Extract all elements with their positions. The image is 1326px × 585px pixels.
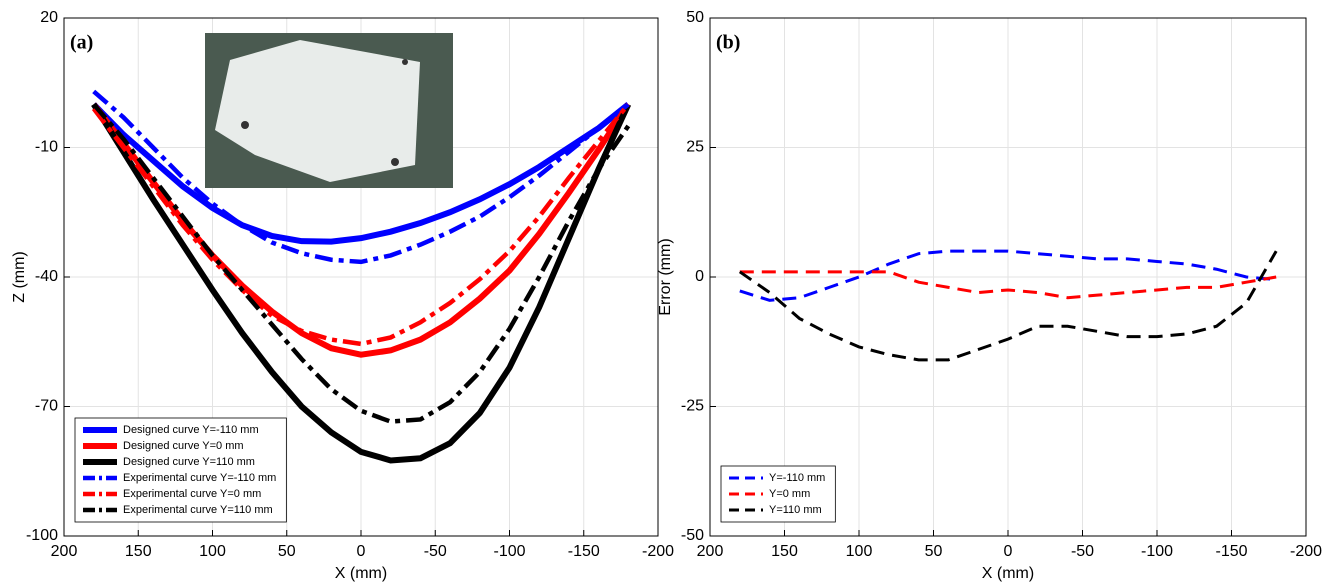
y-tick-label: 0 [695, 268, 704, 285]
x-tick-label: -50 [1071, 543, 1094, 560]
y-tick-label: -50 [681, 527, 704, 544]
y-tick-label: -70 [35, 398, 58, 415]
series-line [91, 102, 631, 358]
x-tick-label: 200 [51, 543, 78, 560]
legend-box [74, 417, 287, 523]
series-line [739, 270, 1277, 300]
x-tick-label: 0 [1004, 543, 1013, 560]
legend-label: Designed curve Y=110 mm [123, 456, 255, 468]
x-tick-label: -150 [568, 543, 600, 560]
x-tick-label: 150 [125, 543, 152, 560]
legend-label: Experimental curve Y=110 mm [123, 504, 273, 516]
y-axis-label: Error (mm) [657, 238, 674, 315]
series-line [739, 249, 1277, 302]
legend-label: Designed curve Y=-110 mm [123, 424, 259, 436]
legend-box [720, 465, 836, 523]
x-tick-label: 50 [278, 543, 296, 560]
x-tick-label: -200 [642, 543, 674, 560]
y-tick-label: 25 [686, 139, 704, 156]
legend-label: Experimental curve Y=-110 mm [123, 472, 276, 484]
series-line [91, 102, 632, 464]
y-tick-label: -25 [681, 398, 704, 415]
inset-photo [205, 33, 453, 188]
x-tick-label: -100 [493, 543, 525, 560]
x-tick-label: 50 [925, 543, 943, 560]
legend-label: Designed curve Y=0 mm [123, 440, 244, 452]
legend-label: Y=-110 mm [769, 472, 825, 484]
legend: Designed curve Y=-110 mm Designed curve Y… [74, 417, 287, 523]
x-tick-label: 0 [357, 543, 366, 560]
x-axis-label: X (mm) [335, 565, 387, 582]
y-tick-label: -40 [35, 268, 58, 285]
series-line [738, 250, 1278, 362]
legend-label: Experimental curve Y=0 mm [123, 488, 261, 500]
x-tick-label: 150 [771, 543, 798, 560]
x-axis-label: X (mm) [982, 565, 1034, 582]
x-tick-label: -150 [1215, 543, 1247, 560]
x-tick-label: -50 [424, 543, 447, 560]
legend: Y=-110 mm Y=0 mm Y=110 mm [720, 465, 836, 523]
legend-label: Y=110 mm [769, 504, 822, 516]
y-tick-label: -100 [26, 527, 58, 544]
series-line [92, 89, 630, 265]
x-tick-label: 200 [697, 543, 724, 560]
y-tick-label: 50 [686, 9, 704, 26]
panel-label: (b) [716, 32, 740, 54]
y-tick-label: 20 [40, 9, 58, 26]
legend-label: Y=0 mm [769, 488, 810, 500]
series-line [91, 102, 631, 347]
series-line [91, 101, 631, 245]
series-line [91, 102, 631, 424]
y-tick-label: -10 [35, 139, 58, 156]
y-axis-label: Z (mm) [11, 251, 28, 303]
x-tick-label: -200 [1290, 543, 1322, 560]
panel-label: (a) [70, 32, 93, 54]
x-tick-label: 100 [199, 543, 226, 560]
x-tick-label: -100 [1141, 543, 1173, 560]
x-tick-label: 100 [846, 543, 873, 560]
